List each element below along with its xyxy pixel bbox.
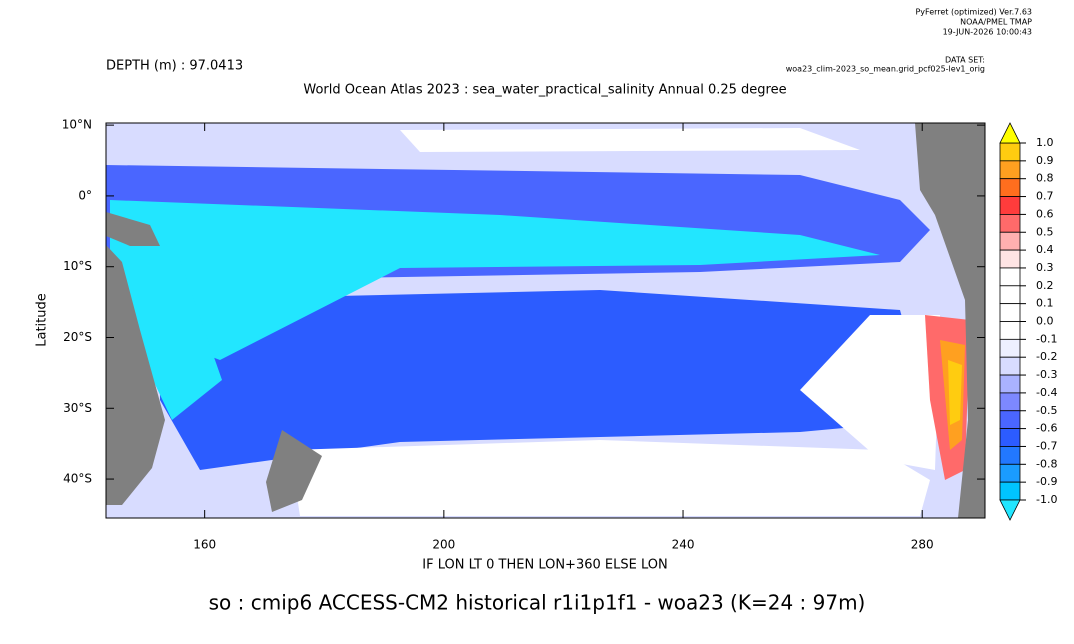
colorbar-box [999,303,1021,322]
colorbar-box [999,178,1021,197]
dataset-name: woa23_clim-2023_so_mean.grid_pcf025-lev1… [786,65,985,74]
contour-region [290,440,930,516]
colorbar-label: -0.8 [1036,457,1057,470]
dataset-label: DATA SET: [945,56,985,65]
chart-title: World Ocean Atlas 2023 : sea_water_pract… [303,83,786,98]
colorbar-extend [999,499,1021,521]
contour-region [948,360,962,425]
x-tick-label: 280 [911,538,934,552]
colorbar-box [999,338,1021,358]
land-mass [915,123,985,518]
colorbar-label: 0.0 [1036,315,1054,328]
x-tick-label: 240 [672,538,695,552]
y-tick-label: 40°S [63,472,92,486]
colorbar-box [999,410,1021,430]
contour-region [400,128,860,152]
land [106,123,985,518]
colorbar-label: 0.3 [1036,261,1054,274]
colorbar-label: -0.2 [1036,350,1057,363]
colorbar-box [999,392,1021,412]
colorbar-label: -0.3 [1036,368,1057,381]
colorbar-box [999,249,1021,269]
land-mass [106,212,160,246]
contour-region [800,315,940,470]
y-axis-label: Latitude [35,293,50,347]
colorbar-box [999,356,1021,376]
footer: so : cmip6 ACCESS-CM2 historical r1i1p1f… [209,591,866,615]
colorbar-box [999,428,1021,447]
colorbar-box [999,213,1021,233]
y-tick-label: 0° [78,188,92,202]
colorbar-label: 0.9 [1036,154,1054,167]
colorbar-extend [999,122,1021,144]
colorbar-box [999,267,1021,287]
colorbar-label: -0.5 [1036,404,1057,417]
land-mass [106,245,165,505]
colorbar-label: 0.2 [1036,279,1054,292]
contour-region [110,250,222,420]
colorbar-label: 1.0 [1036,136,1054,149]
field [106,123,985,518]
y-tick-label: 20°S [63,330,92,344]
colorbar-label: -1.0 [1036,493,1057,506]
y-tick-label: 10°N [62,118,92,132]
land-mass [266,430,322,512]
colorbar-label: 0.6 [1036,207,1054,220]
header-line: 19-JUN-2026 10:00:43 [943,28,1032,37]
x-axis-label: IF LON LT 0 THEN LON+360 ELSE LON [422,558,667,573]
colorbar-box [999,196,1021,215]
colorbar-box [999,321,1021,340]
x-tick-label: 160 [193,538,216,552]
colorbar-label: 0.7 [1036,190,1054,203]
colorbar-label: -0.9 [1036,475,1057,488]
colorbar-label: -0.4 [1036,386,1057,399]
header-line: NOAA/PMEL TMAP [960,18,1032,27]
colorbar-label: -0.7 [1036,439,1057,452]
depth-label: DEPTH (m) : 97.0413 [106,59,243,74]
y-tick-label: 30°S [63,401,92,415]
colorbar-box [999,285,1021,305]
colorbar-box [999,142,1021,162]
colorbar-box [999,160,1021,180]
colorbar-box [999,463,1021,483]
header-line: PyFerret (optimized) Ver.7.63 [915,8,1032,17]
colorbar-label: 0.8 [1036,172,1054,185]
colorbar-box [999,481,1021,501]
colorbar-label: 0.5 [1036,225,1054,238]
colorbar-label: -0.6 [1036,422,1057,435]
contour-region [160,290,930,470]
colorbar-label: 0.4 [1036,243,1054,256]
plot-frame [105,122,986,519]
contour-region [110,200,880,360]
colorbar-box [999,231,1021,251]
colorbar-label: -0.1 [1036,332,1057,345]
x-tick-label: 200 [432,538,455,552]
colorbar-box [999,374,1021,394]
colorbar-box [999,446,1021,465]
y-tick-label: 10°S [63,259,92,273]
colorbar-label: 0.1 [1036,297,1054,310]
